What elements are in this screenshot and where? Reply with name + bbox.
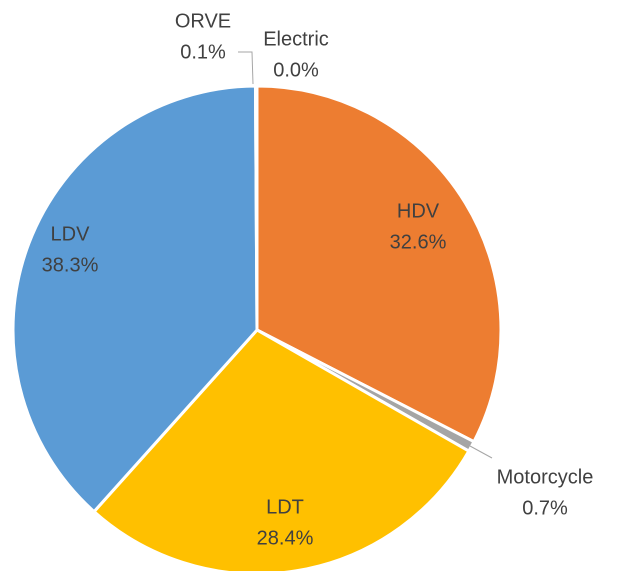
- slice-name: Motorcycle: [497, 466, 594, 488]
- slice-value: 0.7%: [522, 497, 568, 519]
- pie-slice: [253, 84, 259, 331]
- slice-value: 0.0%: [273, 59, 319, 81]
- leader-line: [469, 445, 493, 459]
- slice-value: 38.3%: [42, 254, 99, 276]
- slice-name: Electric: [263, 28, 329, 50]
- slice-value: 0.1%: [180, 41, 226, 63]
- slice-name: HDV: [397, 200, 440, 222]
- leader-line: [238, 51, 254, 85]
- slice-value: 32.6%: [390, 231, 447, 253]
- slice-value: 28.4%: [257, 527, 314, 549]
- slice-name: ORVE: [175, 10, 231, 32]
- slice-name: LDT: [266, 496, 304, 518]
- pie-slice: [255, 84, 503, 444]
- slice-name: LDV: [51, 223, 91, 245]
- pie-slice: [11, 84, 259, 514]
